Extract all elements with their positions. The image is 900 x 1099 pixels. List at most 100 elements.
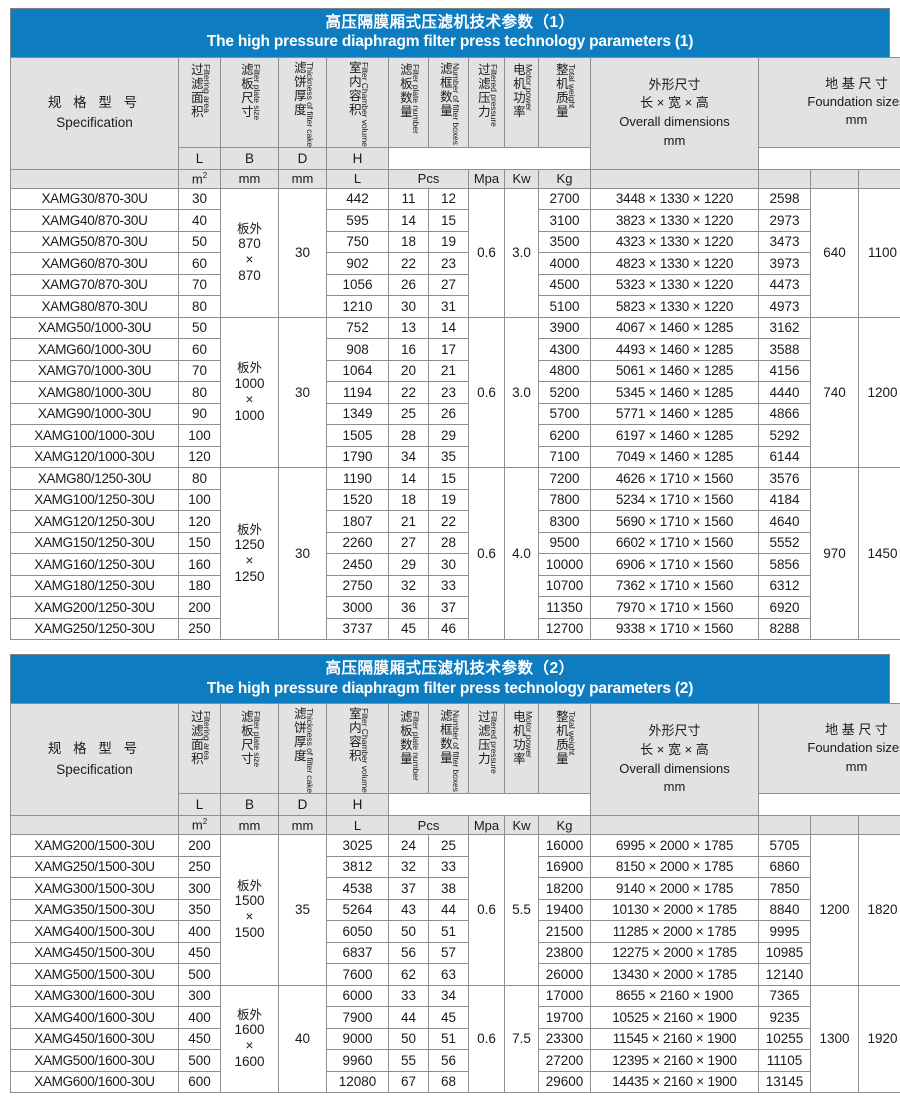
cell-chamber-volume: 908 xyxy=(327,339,389,361)
cell-model: XAMG100/1000-30U xyxy=(11,425,179,447)
unit-filtering-area: m2 xyxy=(179,816,221,835)
cell-filtering-area: 50 xyxy=(179,231,221,253)
cell-chamber-volume: 3812 xyxy=(327,856,389,878)
header-foundation-b: B xyxy=(221,147,279,169)
header-foundation-sizes-unit: mm xyxy=(761,758,900,776)
cell-filter-plate-size-x: × xyxy=(221,909,278,925)
header-plate-number-cn: 滤板数量 xyxy=(397,63,411,144)
cell-chamber-volume: 1194 xyxy=(327,382,389,404)
cell-chamber-volume: 1520 xyxy=(327,489,389,511)
cell-plate-number: 50 xyxy=(389,1028,429,1050)
cell-filtering-area: 80 xyxy=(179,468,221,490)
cell-motor-power: 5.5 xyxy=(505,835,539,986)
cell-foundation-l: 5856 xyxy=(759,554,811,576)
cell-filter-plate-size-a: 1000 xyxy=(221,376,278,392)
cell-filter-boxes: 46 xyxy=(429,618,469,640)
cell-overall-dimensions: 7970 × 1710 × 1560 xyxy=(591,597,759,619)
unit-foundation-b xyxy=(811,169,859,188)
cell-plate-number: 44 xyxy=(389,1007,429,1029)
cell-filtered-pressure: 0.6 xyxy=(469,188,505,317)
header-filter-plate-size-cn: 滤板尺寸 xyxy=(238,710,252,791)
cell-total-weight: 9500 xyxy=(539,532,591,554)
cell-chamber-volume: 1505 xyxy=(327,425,389,447)
header-motor-power-cn: 电机功率 xyxy=(510,63,524,144)
cell-filter-boxes: 37 xyxy=(429,597,469,619)
cell-plate-number: 21 xyxy=(389,511,429,533)
cell-chamber-volume: 1064 xyxy=(327,360,389,382)
cell-filtering-area: 70 xyxy=(179,274,221,296)
cell-total-weight: 12700 xyxy=(539,618,591,640)
cell-filtering-area: 120 xyxy=(179,511,221,533)
header-thickness-cake-cn: 滤饼厚度 xyxy=(291,61,305,147)
header-filtering-area-en: Filtering area xyxy=(202,710,211,791)
cell-model: XAMG450/1500-30U xyxy=(11,942,179,964)
cell-model: XAMG120/1250-30U xyxy=(11,511,179,533)
cell-chamber-volume: 595 xyxy=(327,210,389,232)
header-specification-cn: 规 格 型 号 xyxy=(11,739,178,759)
header-foundation-sizes-en: Foundation sizes xyxy=(761,93,900,111)
cell-model: XAMG400/1600-30U xyxy=(11,1007,179,1029)
cell-chamber-volume: 2450 xyxy=(327,554,389,576)
cell-foundation-b: 740 xyxy=(811,317,859,468)
cell-filter-plate-size-b: 1600 xyxy=(221,1054,278,1070)
cell-foundation-b: 970 xyxy=(811,468,859,640)
cell-plate-number: 13 xyxy=(389,317,429,339)
header-foundation-l: L xyxy=(179,147,221,169)
cell-overall-dimensions: 6995 × 2000 × 1785 xyxy=(591,835,759,857)
cell-total-weight: 17000 xyxy=(539,985,591,1007)
cell-overall-dimensions: 8150 × 2000 × 1785 xyxy=(591,856,759,878)
cell-total-weight: 10700 xyxy=(539,575,591,597)
cell-overall-dimensions: 12275 × 2000 × 1785 xyxy=(591,942,759,964)
cell-foundation-l: 4440 xyxy=(759,382,811,404)
cell-overall-dimensions: 11285 × 2000 × 1785 xyxy=(591,921,759,943)
cell-foundation-l: 6920 xyxy=(759,597,811,619)
cell-overall-dimensions: 11545 × 2160 × 1900 xyxy=(591,1028,759,1050)
cell-total-weight: 8300 xyxy=(539,511,591,533)
unit-total-weight: Kg xyxy=(539,169,591,188)
cell-filtering-area: 30 xyxy=(179,188,221,210)
cell-thickness-cake: 35 xyxy=(279,835,327,986)
cell-plate-number: 33 xyxy=(389,985,429,1007)
cell-total-weight: 4500 xyxy=(539,274,591,296)
cell-foundation-b: 640 xyxy=(811,188,859,317)
cell-filter-boxes: 19 xyxy=(429,489,469,511)
header-motor-power-en: Motor power xyxy=(524,63,533,144)
header-foundation-d: D xyxy=(279,794,327,816)
cell-filter-plate-size-b: 870 xyxy=(221,268,278,284)
cell-filter-boxes: 30 xyxy=(429,554,469,576)
cell-chamber-volume: 2260 xyxy=(327,532,389,554)
cell-filtering-area: 600 xyxy=(179,1071,221,1093)
unit-thickness-cake: mm xyxy=(279,169,327,188)
cell-filter-plate-size-a: 1500 xyxy=(221,893,278,909)
cell-chamber-volume: 7900 xyxy=(327,1007,389,1029)
cell-plate-number: 28 xyxy=(389,425,429,447)
header-overall-dimensions-en: Overall dimensions xyxy=(593,760,756,779)
header-filtered-pressure-cn: 过滤压力 xyxy=(475,710,489,791)
header-filtering-area-en: Filtering area xyxy=(202,63,211,144)
cell-model: XAMG450/1600-30U xyxy=(11,1028,179,1050)
cell-filter-plate-size-a: 1250 xyxy=(221,537,278,553)
cell-chamber-volume: 1807 xyxy=(327,511,389,533)
unit-overall-dimensions xyxy=(591,169,759,188)
cell-model: XAMG400/1500-30U xyxy=(11,921,179,943)
cell-total-weight: 3500 xyxy=(539,231,591,253)
